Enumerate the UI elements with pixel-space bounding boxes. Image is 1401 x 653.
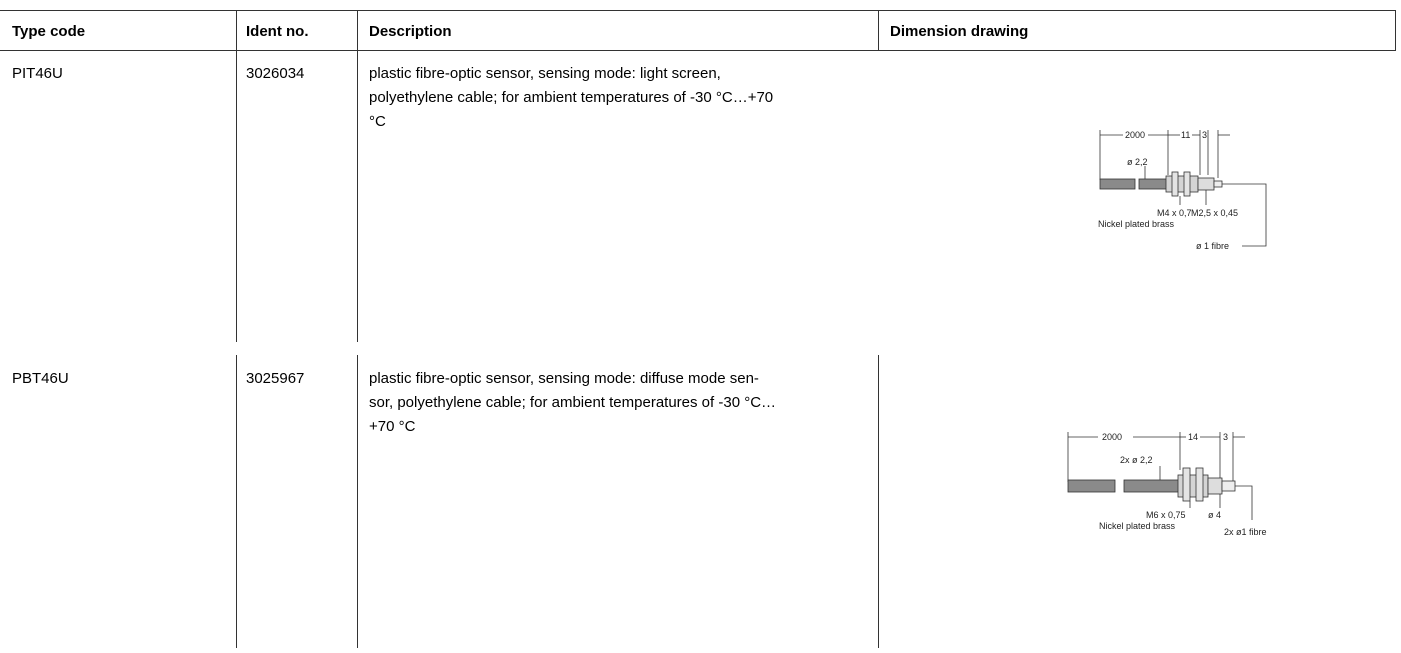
dimension-label: 3 <box>1202 130 1207 140</box>
dimension-label: Nickel plated brass <box>1098 219 1175 229</box>
type-code: PIT46U <box>12 65 63 82</box>
description: °C <box>369 113 386 130</box>
ident-no: 3026034 <box>246 65 304 82</box>
dimension-label: ø 4 <box>1208 510 1221 520</box>
dimension-label: 2x ø 2,2 <box>1120 455 1153 465</box>
ident-no: 3025967 <box>246 370 304 387</box>
dimension-label: M6 x 0,75 <box>1146 510 1186 520</box>
dimension-label: 14 <box>1188 432 1198 442</box>
dimension-label: 11 <box>1181 130 1190 140</box>
dimension-label: 2x ø1 fibre <box>1224 527 1267 537</box>
dimension-label: 2000 <box>1125 130 1145 140</box>
dimension-label: ø 2,2 <box>1127 157 1148 167</box>
description: +70 °C <box>369 418 416 435</box>
dimension-label: 3 <box>1223 432 1228 442</box>
dimension-drawing <box>1067 432 1253 520</box>
dimension-drawing <box>1099 130 1267 247</box>
description: sor, polyethylene cable; for ambient tem… <box>369 394 776 411</box>
dimension-label: M2,5 x 0,45 <box>1191 208 1238 218</box>
header-cell: Type code <box>12 23 85 40</box>
dimension-label: M4 x 0,7 <box>1157 208 1192 218</box>
description: plastic fibre-optic sensor, sensing mode… <box>369 65 721 82</box>
dimension-label: 2000 <box>1102 432 1122 442</box>
header-cell: Dimension drawing <box>890 23 1028 40</box>
description: plastic fibre-optic sensor, sensing mode… <box>369 370 759 387</box>
type-code: PBT46U <box>12 370 69 387</box>
header-cell: Ident no. <box>246 23 309 40</box>
dimension-label: Nickel plated brass <box>1099 521 1176 531</box>
dimension-label: ø 1 fibre <box>1196 241 1229 251</box>
header-cell: Description <box>369 23 452 40</box>
description: polyethylene cable; for ambient temperat… <box>369 89 773 106</box>
